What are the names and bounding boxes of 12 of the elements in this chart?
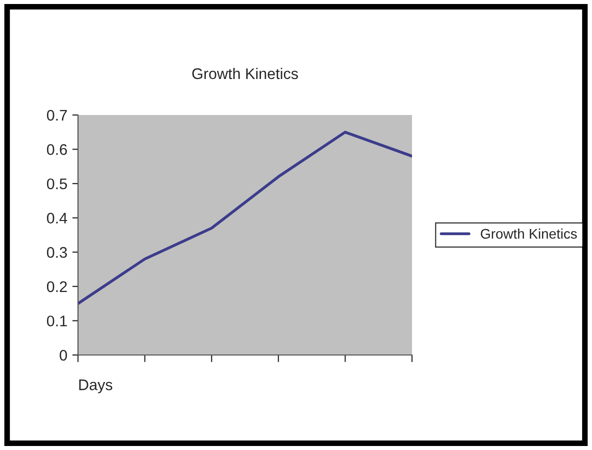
- y-tick-label: 0.6: [46, 144, 67, 155]
- y-tick-label: 0.7: [46, 110, 67, 121]
- x-axis-title: Days: [79, 380, 112, 394]
- y-tick-label: 0.5: [46, 178, 67, 190]
- y-tick-label: 0.4: [46, 212, 68, 224]
- y-tick-label: 0.2: [46, 281, 67, 292]
- legend-label: Growth Kinetics: [480, 228, 577, 239]
- y-tick-label: 0.3: [46, 247, 67, 258]
- chart-title: Growth Kinetics: [192, 68, 298, 80]
- y-tick-label: 0.1: [46, 316, 67, 326]
- line-series: [78, 130, 412, 305]
- y-tick-label: 0: [60, 350, 67, 361]
